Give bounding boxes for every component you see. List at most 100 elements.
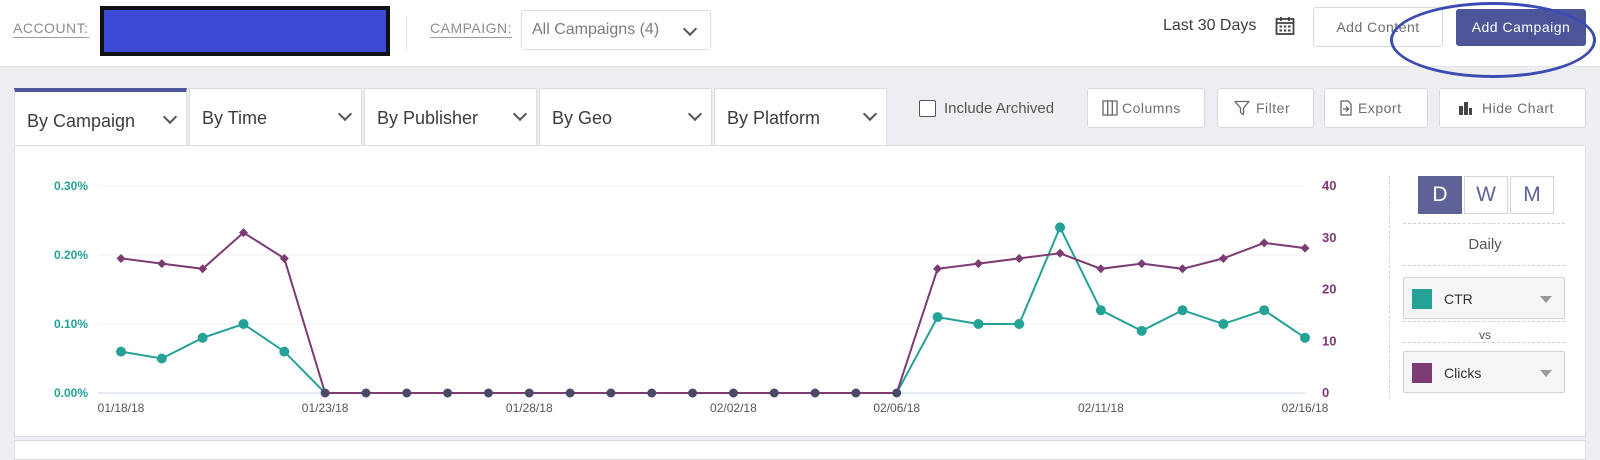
clicks-point [1259,238,1269,248]
divider [1403,342,1565,343]
vs-label: vs [1479,328,1491,342]
divider [1403,265,1565,266]
zero-point [647,388,657,398]
ctr-point [932,312,943,323]
export-button[interactable]: Export [1324,88,1428,128]
zero-point [565,388,575,398]
export-icon [1340,100,1352,116]
zero-point [320,388,330,398]
zero-point [769,388,779,398]
filter-label: Filter [1256,100,1291,116]
zero-point [361,388,371,398]
date-range[interactable]: Last 30 Days [1163,17,1257,34]
account-selector[interactable] [100,6,390,56]
divider [406,16,407,50]
zero-point [606,388,616,398]
ctr-point [973,319,984,329]
divider [1389,176,1390,398]
tab-by-geo[interactable]: By Geo [539,88,712,146]
ctr-point [1136,325,1147,336]
columns-label: Columns [1122,100,1181,116]
clicks-point [1014,253,1024,263]
caret-down-icon [1540,370,1552,377]
clicks-point [1096,264,1106,274]
monthly-toggle[interactable]: M [1510,176,1554,214]
left-tick-label: 0.30% [54,179,88,193]
divider [1403,223,1565,224]
tab-label: By Platform [727,108,821,128]
zero-point [851,388,861,398]
x-tick-label: 01/23/18 [302,401,349,415]
caret-down-icon [1540,296,1552,303]
tab-by-publisher[interactable]: By Publisher [364,88,537,146]
ctr-line [120,224,1306,394]
ctr-point [238,319,249,329]
ctr-point [197,332,208,343]
clicks-point [973,259,983,269]
ctr-point [116,346,126,357]
tab-by-campaign[interactable]: By Campaign [14,88,187,146]
campaign-dropdown[interactable]: All Campaigns (4) [521,10,711,50]
clicks-point [157,259,167,269]
filter-button[interactable]: Filter [1217,88,1314,128]
x-tick-label: 02/11/18 [1078,401,1124,415]
clicks-point [1300,243,1310,253]
x-axis: 01/18/18 01/23/18 01/28/18 02/02/18 02/06/18… [98,401,1329,415]
x-tick-label: 01/28/18 [506,401,553,415]
tab-by-platform[interactable]: By Platform [714,88,887,146]
clicks-line [120,231,1306,394]
metric1-dropdown[interactable]: CTR [1403,277,1565,319]
table-panel [14,440,1586,460]
zero-point [728,388,738,398]
top-bar: ACCOUNT: CAMPAIGN: All Campaigns (4) Las… [0,0,1600,78]
zero-point [443,388,453,398]
tab-label: By Time [202,108,268,128]
divider [1403,321,1565,322]
clicks-point [116,253,126,263]
zero-point [892,388,902,398]
left-axis: 0.30% 0.20% 0.10% 0.00% [54,179,88,400]
tab-by-time[interactable]: By Time [189,88,362,146]
ctr-swatch [1412,289,1432,309]
clicks-point [1178,264,1188,274]
clicks-point [1137,259,1147,269]
weekly-toggle[interactable]: W [1464,176,1508,214]
ctr-point [1259,305,1270,316]
metric2-dropdown[interactable]: Clicks [1403,351,1565,393]
right-tick-label: 30 [1322,230,1336,245]
hide-chart-label: Hide Chart [1482,100,1554,116]
metric2-label: Clicks [1444,365,1482,381]
left-tick-label: 0.20% [54,248,88,262]
ctr-point [156,353,167,364]
calendar-icon[interactable] [1275,16,1295,36]
ctr-point [1055,222,1066,233]
hide-chart-button[interactable]: Hide Chart [1439,88,1586,128]
clicks-point [933,264,943,274]
include-archived-checkbox[interactable] [919,100,936,117]
x-tick-label: 02/16/18 [1282,401,1329,415]
series-lines [120,224,1306,394]
granularity-label: Daily [1468,236,1502,253]
columns-icon [1102,100,1118,116]
x-tick-label: 02/02/18 [710,401,757,415]
zero-point [402,388,412,398]
left-tick-label: 0.10% [54,317,88,331]
clicks-point [198,264,208,274]
ctr-point [1177,305,1188,316]
clicks-point [1218,253,1228,263]
ctr-point [1218,319,1229,329]
clicks-swatch [1412,363,1432,383]
zero-point [483,388,493,398]
right-tick-label: 20 [1322,282,1336,297]
tab-label: By Publisher [377,108,479,128]
ctr-point [1095,305,1106,316]
columns-button[interactable]: Columns [1087,88,1205,128]
zero-point [524,388,534,398]
ctr-point [1300,332,1310,343]
bar-chart-icon [1459,102,1472,115]
account-label: ACCOUNT: [13,20,89,38]
daily-toggle[interactable]: D [1418,176,1462,214]
clicks-point [279,253,289,263]
export-label: Export [1358,100,1402,116]
